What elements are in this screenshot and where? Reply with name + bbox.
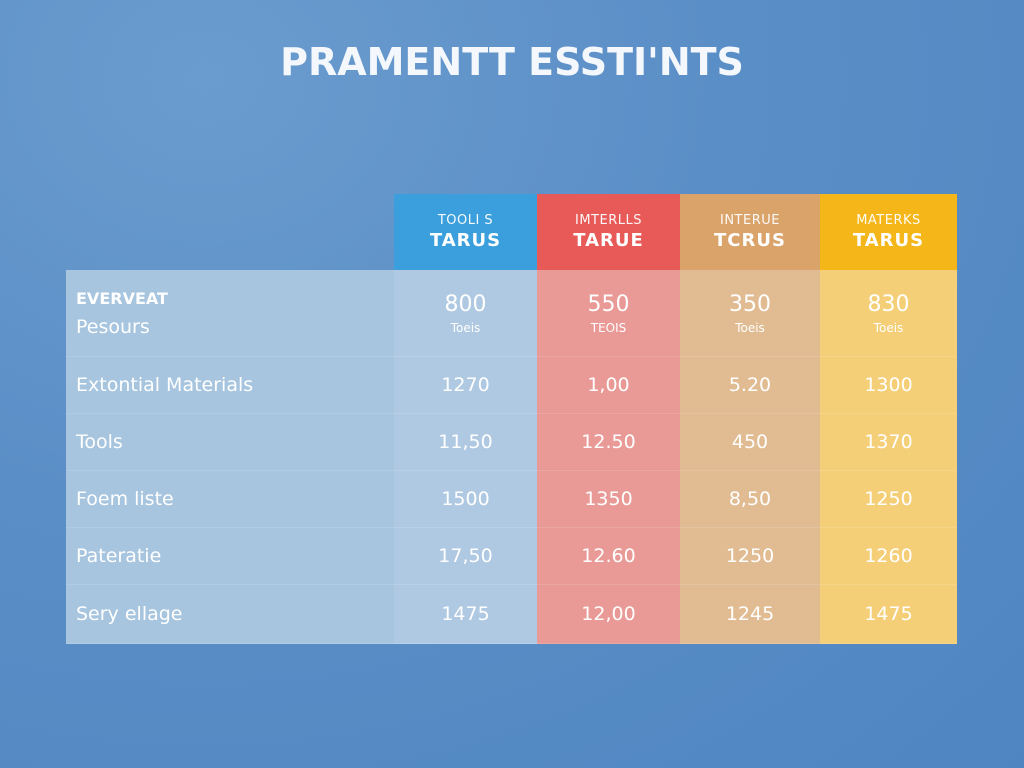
cell-unit: Toeis <box>450 320 481 335</box>
page-title: PRAMENTT ESSTI'NTS <box>280 40 744 84</box>
column-body-3: 350 Toeis 5.20 450 8,50 1250 1245 <box>680 270 820 644</box>
column-header-sub: MATERKS <box>856 213 921 228</box>
column-header-3: INTERUE TCRUS <box>680 194 820 270</box>
column-header-1: TOOLI S TARUS <box>394 194 537 270</box>
table-cell: 12.60 <box>537 528 680 585</box>
table-cell: 8,50 <box>680 471 820 528</box>
row-label: Foem liste <box>66 471 394 528</box>
section-heading: EVERVEAT <box>76 288 168 308</box>
cell-value: 550 <box>587 291 630 317</box>
cell-value: 800 <box>444 291 487 317</box>
table-cell: 450 <box>680 414 820 471</box>
table-cell: 12,00 <box>537 585 680 644</box>
column-body-2: 550 TEOIS 1,00 12.50 1350 12.60 12,00 <box>537 270 680 644</box>
table-cell: 1475 <box>394 585 537 644</box>
column-header-main: TARUS <box>852 230 925 251</box>
table-cell: 1475 <box>820 585 957 644</box>
column-header-main: TARUE <box>573 230 644 251</box>
cell-unit: Toeis <box>873 320 904 335</box>
column-header-sub: TOOLI S <box>437 213 494 228</box>
table-cell: 350 Toeis <box>680 270 820 357</box>
table-cell: 800 Toeis <box>394 270 537 357</box>
row-label: Pesours <box>76 315 150 338</box>
column-header-sub: INTERUE <box>720 213 780 228</box>
column-header-sub: IMTERLLS <box>575 213 642 228</box>
row-label-column: EVERVEAT Pesours Extontial Materials Tools F… <box>66 270 394 644</box>
table-cell: 1260 <box>820 528 957 585</box>
table-cell: 1350 <box>537 471 680 528</box>
row-label: Sery ellage <box>66 585 394 644</box>
table-row-label: EVERVEAT Pesours <box>66 270 394 357</box>
table-cell: 1370 <box>820 414 957 471</box>
cell-unit: Toeis <box>735 320 765 335</box>
column-header-4: MATERKS TARUS <box>820 194 957 270</box>
table-cell: 5.20 <box>680 357 820 414</box>
cell-unit: TEOIS <box>590 320 627 335</box>
table-cell: 1300 <box>820 357 957 414</box>
table-cell: 17,50 <box>394 528 537 585</box>
column-body-4: 830 Toeis 1300 1370 1250 1260 1475 <box>820 270 957 644</box>
table-cell: 1,00 <box>537 357 680 414</box>
row-label: Extontial Materials <box>66 357 394 414</box>
row-label: Pateratie <box>66 528 394 585</box>
column-header-2: IMTERLLS TARUE <box>537 194 680 270</box>
table-cell: 1500 <box>394 471 537 528</box>
cell-value: 830 <box>867 291 910 317</box>
table-cell: 1250 <box>820 471 957 528</box>
table-cell: 1245 <box>680 585 820 644</box>
cell-value: 350 <box>729 291 771 317</box>
table-cell: 12.50 <box>537 414 680 471</box>
row-label: Tools <box>66 414 394 471</box>
table-cell: 11,50 <box>394 414 537 471</box>
column-header-main: TCRUS <box>714 230 786 251</box>
table-cell: 1270 <box>394 357 537 414</box>
table-cell: 1250 <box>680 528 820 585</box>
table-cell: 550 TEOIS <box>537 270 680 357</box>
column-header-main: TARUS <box>429 230 502 251</box>
table-cell: 830 Toeis <box>820 270 957 357</box>
column-body-1: 800 Toeis 1270 11,50 1500 17,50 1475 <box>394 270 537 644</box>
